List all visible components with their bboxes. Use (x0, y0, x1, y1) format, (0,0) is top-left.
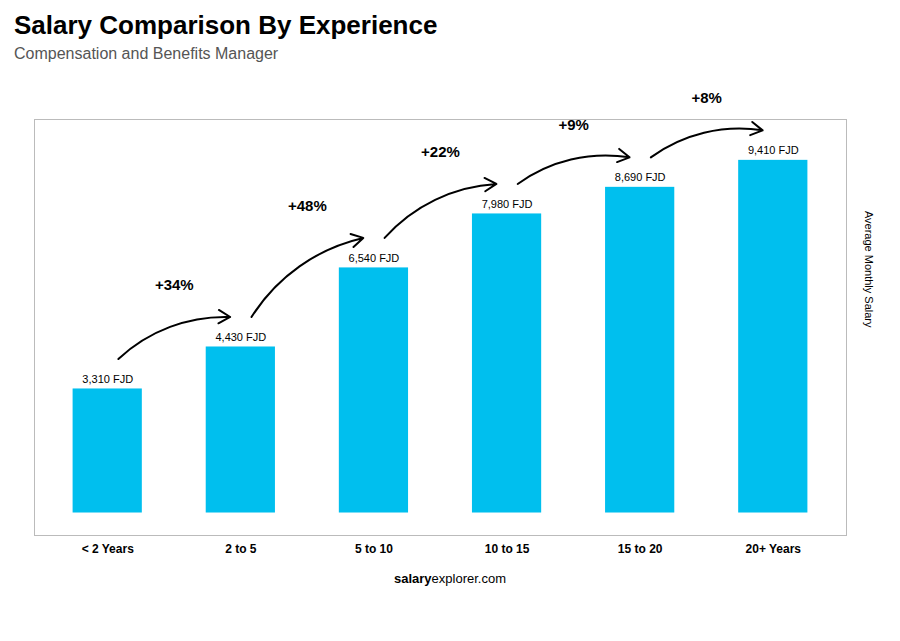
svg-text:2 to 5: 2 to 5 (225, 542, 257, 556)
svg-text:6,540 FJD: 6,540 FJD (349, 252, 400, 264)
html-text:salary explorer.com: salary explorer.com (394, 571, 506, 586)
svg-text:+22%: +22% (421, 143, 460, 160)
svg-text:+8%: +8% (692, 89, 722, 106)
svg-text:+34%: +34% (155, 276, 194, 293)
svg-text:+48%: +48% (288, 197, 327, 214)
html-text:Salary Comparison By Experienc: Salary Comparison By Experience (14, 10, 438, 40)
svg-text:4,430 FJD: 4,430 FJD (215, 331, 266, 343)
svg-text:Average Monthly Salary: Average Monthly Salary (863, 211, 875, 328)
svg-text:7,980 FJD: 7,980 FJD (482, 198, 533, 210)
svg-text:9,410 FJD: 9,410 FJD (748, 144, 799, 156)
svg-text:3,310 FJD: 3,310 FJD (82, 373, 133, 385)
svg-text:8,690 FJD: 8,690 FJD (615, 171, 666, 183)
html-text:Compensation and Benefits Mana: Compensation and Benefits Manager (14, 45, 279, 62)
svg-text:5 to 10: 5 to 10 (355, 542, 393, 556)
svg-text:+9%: +9% (558, 116, 588, 133)
svg-text:15 to 20: 15 to 20 (618, 542, 663, 556)
svg-text:< 2 Years: < 2 Years (82, 542, 134, 556)
svg-text:10 to 15: 10 to 15 (485, 542, 530, 556)
svg-text:20+ Years: 20+ Years (746, 542, 802, 556)
